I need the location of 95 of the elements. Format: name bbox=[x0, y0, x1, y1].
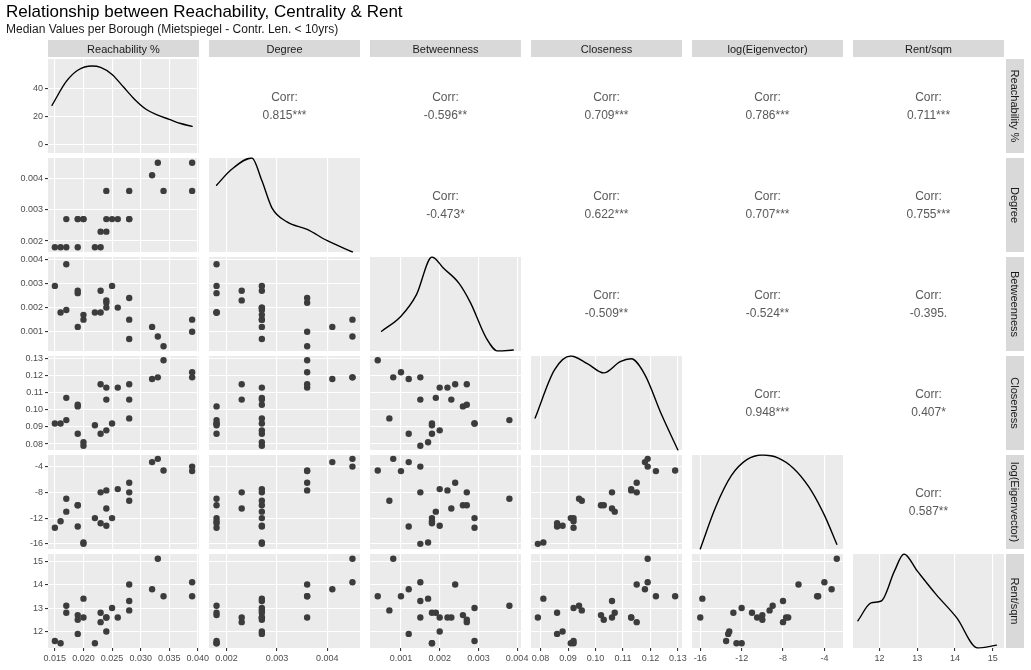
x-tick-label: 0.015 bbox=[43, 652, 67, 663]
y-tick-label: 40 bbox=[32, 82, 43, 93]
text: Rent/sqm bbox=[853, 40, 1004, 57]
text: 0.407* bbox=[911, 404, 946, 421]
text: Corr: bbox=[593, 287, 620, 304]
text: Corr: bbox=[915, 89, 942, 106]
y-tick-label: 0.09 bbox=[25, 421, 43, 432]
text: Closeness bbox=[531, 40, 682, 57]
y-tick-label: 0.10 bbox=[25, 404, 43, 415]
y-tick-label: 15 bbox=[32, 555, 43, 566]
x-tick-label: 0.003 bbox=[467, 652, 490, 663]
text: 0.707*** bbox=[745, 206, 790, 223]
chart-title: Reachability % bbox=[48, 40, 199, 57]
text: Corr: bbox=[754, 386, 781, 403]
x-tick-label: 0.004 bbox=[505, 652, 529, 663]
text: -0.395. bbox=[909, 305, 948, 322]
x-tick-label: 0.035 bbox=[157, 652, 181, 663]
x-tick-label: -4 bbox=[820, 652, 829, 663]
x-tick-label: 15 bbox=[987, 652, 998, 663]
y-tick-label: 13 bbox=[32, 602, 43, 613]
y-tick-label: 0.003 bbox=[20, 204, 43, 215]
x-tick-label: 0.002 bbox=[428, 652, 451, 663]
text: Degree bbox=[1009, 186, 1022, 224]
x-tick-label: -16 bbox=[693, 652, 707, 663]
x-tick-label: 14 bbox=[949, 652, 960, 663]
y-tick-label: 0.002 bbox=[20, 235, 43, 246]
x-tick-label: -8 bbox=[779, 652, 788, 663]
x-tick-label: 0.10 bbox=[586, 652, 605, 663]
text: log(Eigenvector) bbox=[692, 40, 843, 57]
x-tick-label: 0.08 bbox=[531, 652, 550, 663]
text: Closeness bbox=[1009, 377, 1022, 429]
text: Corr: bbox=[915, 485, 942, 502]
x-tick-label: 0.030 bbox=[129, 652, 152, 663]
x-tick-label: 13 bbox=[912, 652, 923, 663]
text: Corr: bbox=[593, 89, 620, 106]
x-tick-label: 0.12 bbox=[641, 652, 660, 663]
text: Corr: bbox=[432, 188, 459, 205]
x-tick-label: 0.004 bbox=[316, 652, 339, 663]
text: 0.755*** bbox=[906, 206, 951, 223]
text: Betweenness bbox=[1009, 270, 1022, 338]
x-tick-label: 0.025 bbox=[100, 652, 124, 663]
text: Corr: bbox=[754, 287, 781, 304]
x-tick-label: 0.001 bbox=[389, 652, 413, 663]
x-tick-label: 0.003 bbox=[265, 652, 289, 663]
x-tick-label: 0.09 bbox=[559, 652, 577, 663]
y-tick-label: 0.002 bbox=[20, 302, 43, 313]
text: 0.709*** bbox=[584, 107, 629, 124]
text: Corr: bbox=[432, 89, 459, 106]
text: Relationship between Reachability, Centrality & Rent bbox=[6, 2, 403, 22]
y-tick-label: 20 bbox=[32, 111, 43, 122]
text: -0.473* bbox=[426, 206, 465, 223]
y-tick-label: 0.003 bbox=[20, 278, 43, 288]
text: Betweenness bbox=[370, 40, 521, 57]
x-tick-label: 12 bbox=[874, 652, 885, 663]
y-tick-label: 14 bbox=[32, 579, 43, 590]
text: Corr: bbox=[271, 89, 298, 106]
text: Median Values per Borough (Mietspiegel - Contr. Len. < 10yrs) bbox=[6, 22, 340, 37]
text: 0.711*** bbox=[906, 107, 951, 124]
x-tick-label: 0.11 bbox=[614, 652, 632, 663]
y-tick-label: -4 bbox=[34, 461, 43, 472]
text: 0.948*** bbox=[745, 404, 790, 421]
text: Reachability % bbox=[1009, 69, 1022, 143]
text: 0.786*** bbox=[745, 107, 790, 124]
x-tick-label: 0.020 bbox=[72, 652, 95, 663]
text: 0.587** bbox=[908, 503, 949, 520]
x-tick-label: 0.13 bbox=[669, 652, 687, 663]
y2-axis-title: Rent/sqm bbox=[1009, 577, 1022, 625]
text: -0.596** bbox=[423, 107, 468, 124]
text: 0.815*** bbox=[262, 107, 307, 124]
text: Corr: bbox=[915, 188, 942, 205]
y-tick-label: 0.13 bbox=[25, 353, 43, 364]
y-tick-label: 0.004 bbox=[20, 253, 43, 264]
text: Corr: bbox=[915, 287, 942, 304]
y-tick-label: 0.11 bbox=[26, 387, 43, 398]
text: -0.524** bbox=[745, 305, 790, 322]
text: 0.622*** bbox=[584, 206, 629, 223]
y-tick-label: 12 bbox=[32, 626, 43, 637]
y-tick-label: 0.001 bbox=[20, 326, 43, 337]
x-tick-label: 0.040 bbox=[186, 652, 210, 663]
text: Corr: bbox=[593, 188, 620, 205]
text: Corr: bbox=[754, 188, 781, 205]
y-tick-label: 0.08 bbox=[25, 438, 43, 449]
y-tick-label: 0 bbox=[37, 139, 43, 150]
y-tick-label: 0.004 bbox=[20, 172, 43, 183]
text: Corr: bbox=[754, 89, 781, 106]
text: Degree bbox=[209, 40, 360, 57]
x-tick-label: -12 bbox=[735, 652, 749, 663]
text: log(Eigenvector) bbox=[1009, 461, 1021, 543]
y-tick-label: -12 bbox=[29, 512, 43, 523]
x-tick-label: 0.002 bbox=[215, 652, 238, 663]
text: -0.509** bbox=[584, 305, 629, 322]
y-tick-label: -8 bbox=[34, 486, 43, 497]
y-tick-label: 0.12 bbox=[25, 370, 43, 381]
y-tick-label: -16 bbox=[29, 538, 43, 549]
text: Corr: bbox=[915, 386, 942, 403]
